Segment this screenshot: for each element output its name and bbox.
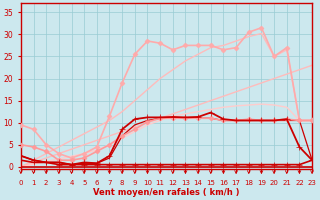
X-axis label: Vent moyen/en rafales ( km/h ): Vent moyen/en rafales ( km/h ) [93, 188, 240, 197]
